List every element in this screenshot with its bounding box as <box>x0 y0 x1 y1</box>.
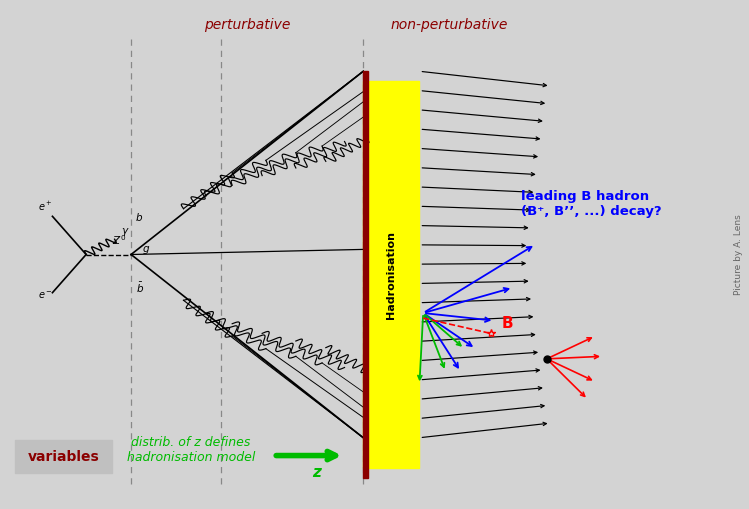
Text: $e^-$: $e^-$ <box>37 290 52 301</box>
Text: non-perturbative: non-perturbative <box>391 18 508 32</box>
Bar <box>15 440 112 473</box>
Text: perturbative: perturbative <box>204 18 291 32</box>
Text: Picture by A. Lens: Picture by A. Lens <box>734 214 743 295</box>
Text: g: g <box>143 244 150 254</box>
Text: $Z^0$: $Z^0$ <box>112 234 127 247</box>
Bar <box>363 71 368 478</box>
Text: variables: variables <box>28 450 100 464</box>
Text: distrib. of z defines
hadronisation model: distrib. of z defines hadronisation mode… <box>127 436 255 465</box>
Text: z: z <box>312 465 321 480</box>
Text: b: b <box>136 213 142 223</box>
Text: $\gamma$: $\gamma$ <box>121 226 130 238</box>
Text: leading B hadron
(B⁺, B’’, ...) decay?: leading B hadron (B⁺, B’’, ...) decay? <box>521 189 661 218</box>
Text: $\bar{b}$: $\bar{b}$ <box>136 280 144 295</box>
Text: $e^+$: $e^+$ <box>37 200 52 213</box>
Text: Hadronisation: Hadronisation <box>386 231 396 319</box>
Text: B: B <box>502 316 514 331</box>
Bar <box>363 81 419 468</box>
